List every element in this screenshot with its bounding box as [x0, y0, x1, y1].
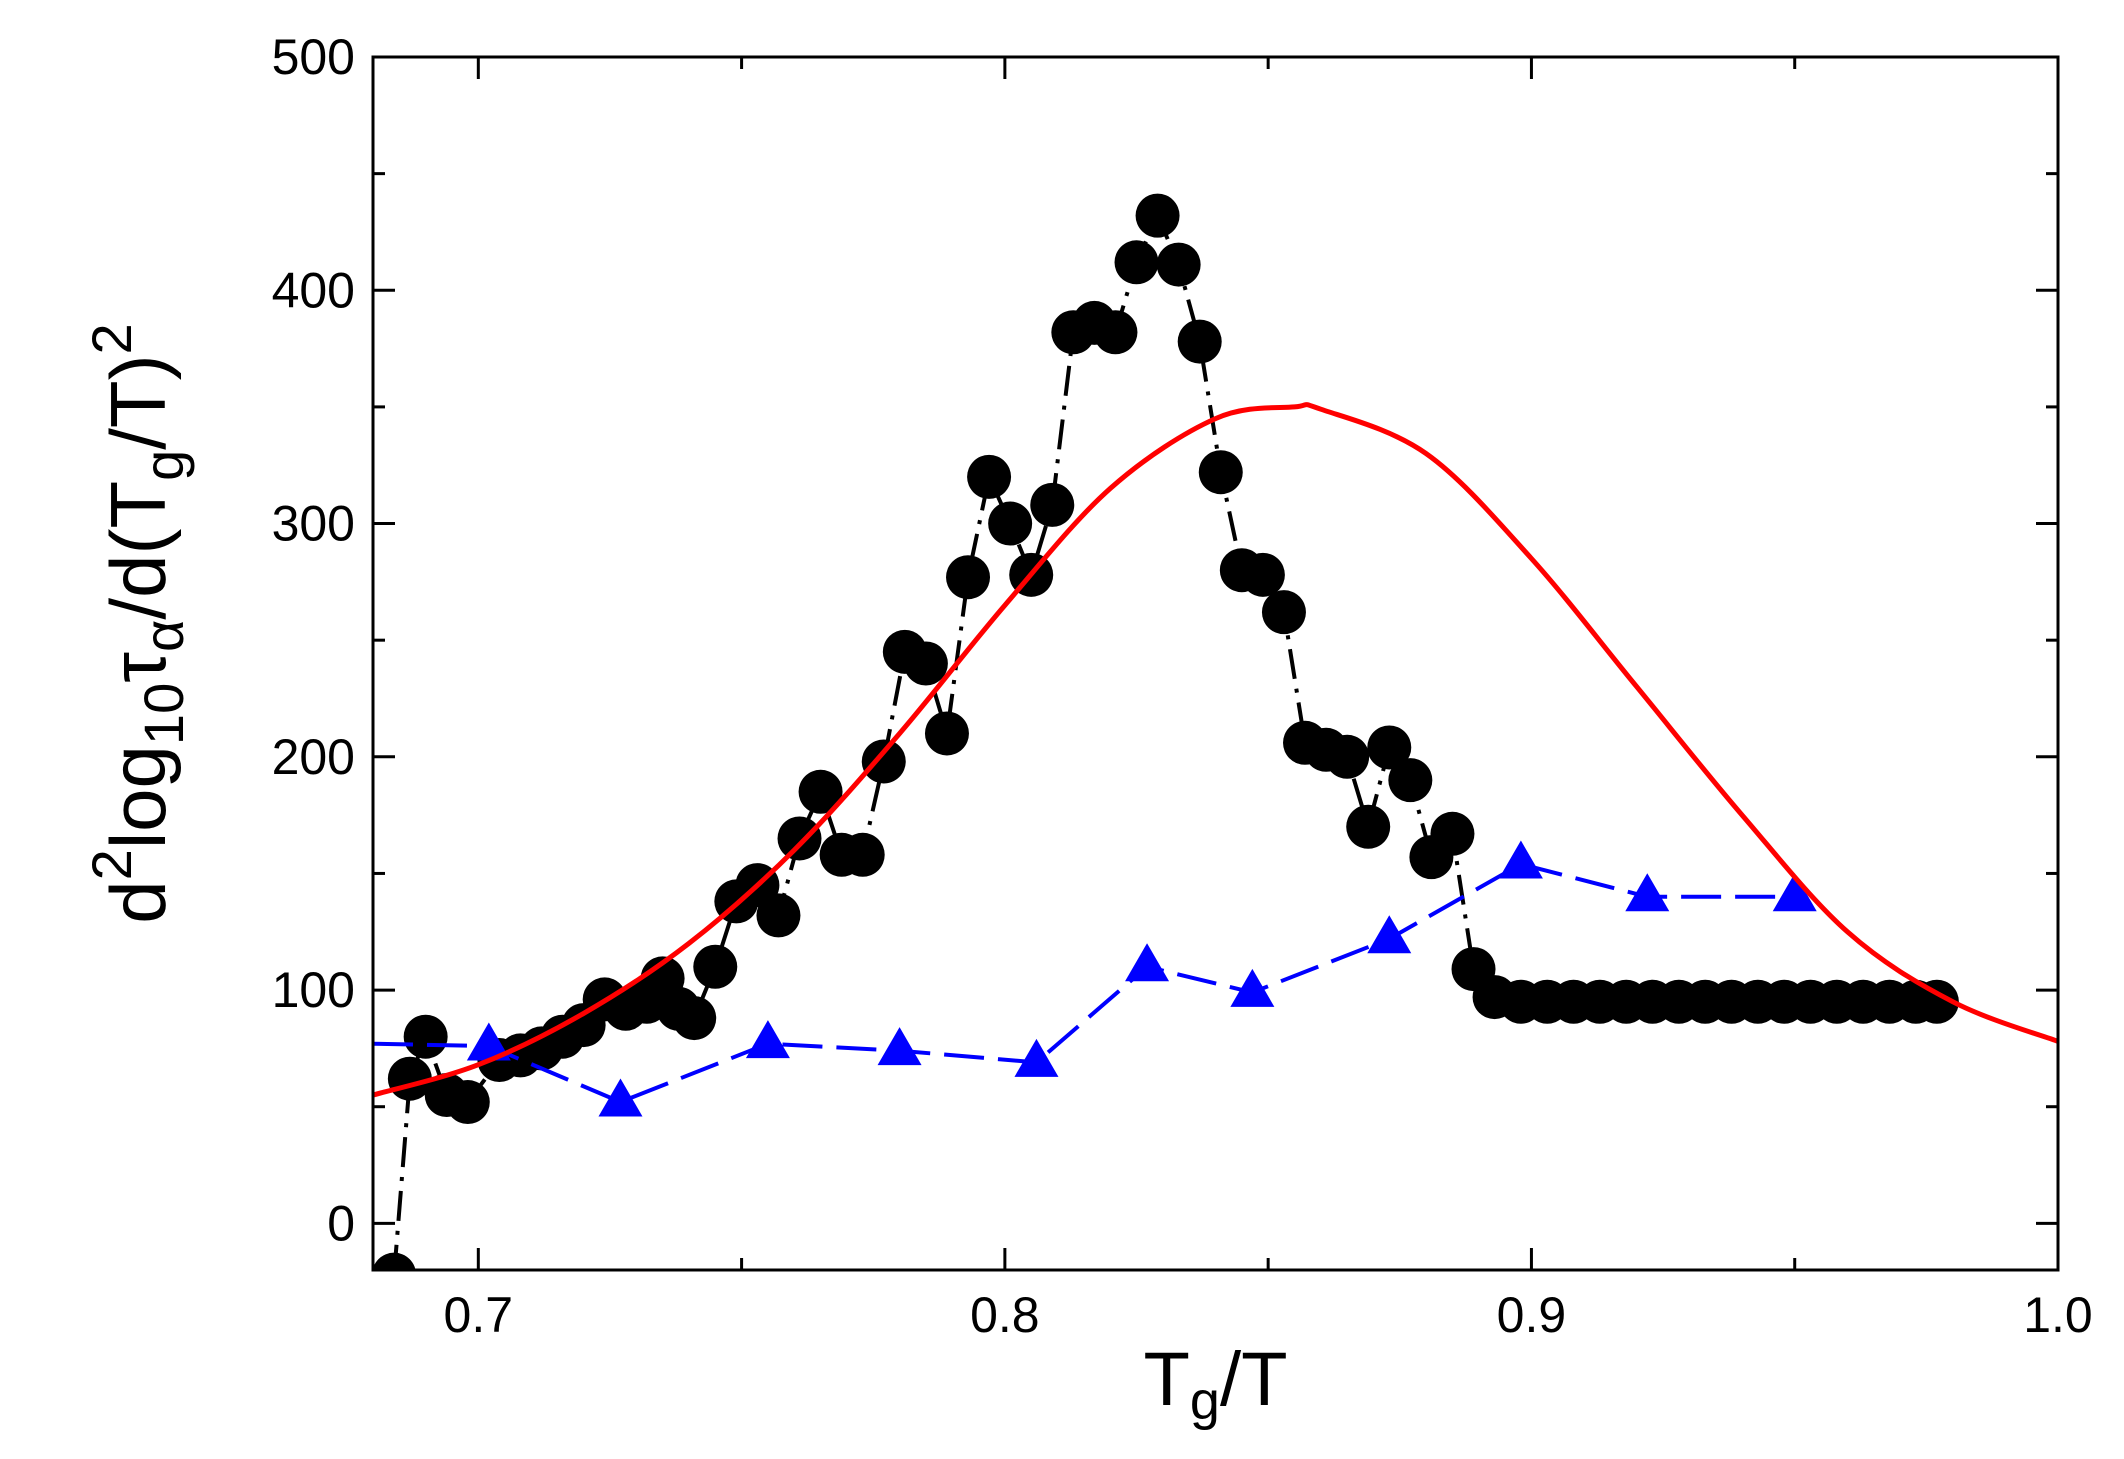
plot-clip-group — [373, 193, 2058, 1270]
triangle-point — [1367, 915, 1412, 954]
y-axis-title: d2log10τα/d(Tg/T)2 — [80, 323, 195, 923]
circle-point — [967, 454, 1012, 499]
circle-point — [903, 641, 948, 686]
circle-point — [1177, 319, 1222, 364]
circle-point — [693, 944, 738, 989]
triangle-point — [1625, 873, 1670, 912]
series-triangles-line — [373, 861, 1795, 1105]
series-fit-line — [373, 402, 2058, 1098]
y-tick-label: 100 — [272, 962, 355, 1018]
y-tick-label: 400 — [272, 262, 355, 318]
x-tick-label: 0.7 — [444, 1287, 514, 1343]
circle-point — [946, 555, 991, 600]
tick-labels: 0 100 200 300 400 500 0.7 0.8 0.9 1.0 — [272, 29, 2093, 1343]
circle-point — [798, 769, 843, 814]
circle-point — [777, 816, 822, 861]
circle-point — [924, 711, 969, 756]
circle-point — [1198, 450, 1243, 495]
plot-frame — [371, 55, 2060, 1272]
circle-point — [1430, 811, 1475, 856]
circle-point — [373, 1252, 416, 1270]
circle-point — [1135, 193, 1180, 238]
circle-point — [1914, 979, 1959, 1024]
triangle-point — [1772, 873, 1817, 912]
circle-point — [1156, 242, 1201, 287]
plot-series — [373, 193, 2058, 1270]
circle-point — [1261, 590, 1306, 635]
triangle-point — [598, 1078, 643, 1117]
circle-point — [672, 996, 717, 1041]
triangle-point — [877, 1027, 922, 1066]
circle-point — [403, 1014, 448, 1059]
circle-point — [756, 893, 801, 938]
circle-point — [1388, 758, 1433, 803]
series-circles — [373, 193, 1959, 1270]
circle-point — [1325, 734, 1370, 779]
y-tick-label: 0 — [327, 1195, 355, 1251]
circle-point — [988, 501, 1033, 546]
x-tick-label: 1.0 — [2023, 1287, 2093, 1343]
triangle-point — [1230, 968, 1275, 1007]
triangle-point — [1498, 840, 1543, 879]
x-tick-label: 0.9 — [1497, 1287, 1567, 1343]
series-triangles — [373, 840, 1817, 1117]
x-axis-title: Tg/T — [1143, 1337, 1287, 1431]
circle-point — [445, 1080, 490, 1125]
triangle-point — [1014, 1038, 1059, 1077]
triangle-point — [466, 1022, 511, 1061]
x-tick-label: 0.8 — [970, 1287, 1040, 1343]
series-fit — [373, 402, 2058, 1098]
circle-point — [1114, 240, 1159, 285]
y-tick-label: 200 — [272, 729, 355, 785]
circle-point — [1346, 804, 1391, 849]
circle-point — [1240, 552, 1285, 597]
triangle-point — [1125, 943, 1170, 982]
circle-point — [1030, 482, 1075, 527]
triangle-point — [745, 1020, 790, 1059]
circle-point — [861, 739, 906, 784]
y-tick-label: 300 — [272, 496, 355, 552]
circle-point — [840, 832, 885, 877]
circle-point — [1367, 725, 1412, 770]
circle-point — [1093, 310, 1138, 355]
axis-titles: Tg/T d2log10τα/d(Tg/T)2 — [80, 323, 1288, 1431]
y-tick-label: 500 — [272, 29, 355, 85]
